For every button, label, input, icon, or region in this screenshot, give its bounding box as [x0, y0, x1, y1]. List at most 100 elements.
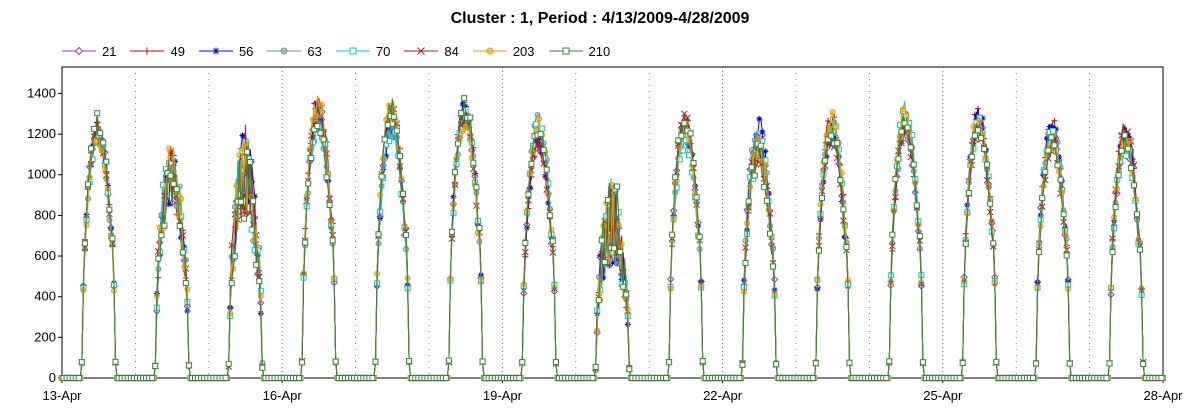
legend-label: 49 — [170, 43, 185, 59]
legend-marker — [212, 47, 220, 55]
data-point — [98, 147, 105, 154]
data-point — [1106, 360, 1113, 367]
data-point — [233, 214, 240, 221]
data-point — [381, 136, 388, 143]
data-point — [86, 173, 93, 180]
data-point — [329, 237, 336, 244]
data-point — [762, 148, 769, 155]
data-point — [1030, 375, 1037, 381]
data-point — [540, 146, 547, 153]
data-point — [773, 361, 780, 368]
data-point — [185, 362, 192, 369]
data-point — [318, 102, 325, 109]
data-point — [170, 159, 177, 167]
data-point — [239, 145, 246, 152]
data-point — [296, 375, 303, 381]
legend-swatch — [472, 47, 507, 55]
chart-title: Cluster : 1, Period : 4/13/2009-4/28/200… — [450, 10, 750, 27]
y-tick-label: 0 — [49, 370, 56, 385]
data-point — [239, 132, 246, 139]
data-point — [770, 263, 777, 270]
data-point — [744, 220, 751, 227]
data-point — [828, 132, 835, 139]
legend-label: 210 — [588, 43, 611, 59]
data-point — [672, 174, 679, 181]
data-point — [326, 201, 333, 208]
data-point — [693, 194, 700, 201]
legend-marker — [486, 47, 494, 55]
data-point — [406, 358, 413, 365]
data-point — [818, 195, 825, 202]
data-point — [739, 361, 746, 368]
data-point — [247, 158, 254, 165]
data-point — [396, 163, 404, 170]
data-point — [240, 215, 247, 222]
data-point — [889, 231, 896, 238]
data-point — [176, 222, 183, 229]
data-point — [312, 113, 319, 120]
data-point — [470, 159, 477, 166]
data-point — [767, 230, 774, 237]
data-point — [895, 155, 902, 162]
data-point — [751, 172, 758, 179]
data-point — [1158, 375, 1165, 381]
data-point — [841, 223, 848, 230]
data-point — [883, 375, 890, 381]
data-point — [75, 375, 82, 381]
data-point — [815, 247, 822, 254]
data-point — [968, 153, 975, 160]
data-point — [609, 259, 616, 266]
data-point — [516, 375, 523, 381]
data-point — [451, 169, 458, 176]
legend-swatch — [130, 47, 165, 55]
series-line-203 — [62, 95, 1163, 379]
data-point — [892, 176, 899, 183]
legend-marker — [280, 47, 288, 55]
data-point — [473, 184, 480, 191]
data-point — [1062, 229, 1069, 236]
y-tick-label: 400 — [34, 289, 56, 304]
data-point — [1121, 132, 1128, 139]
data-point — [742, 244, 749, 251]
data-point — [312, 100, 319, 107]
data-point — [615, 257, 622, 264]
legend-swatch — [267, 47, 302, 55]
legend-item-84: 84 — [404, 44, 459, 59]
data-point — [315, 100, 322, 107]
data-point — [1109, 248, 1116, 255]
data-point — [459, 128, 466, 135]
x-tick-label: 13-Apr — [42, 388, 82, 403]
data-point — [1057, 176, 1064, 183]
data-point — [1056, 153, 1063, 160]
data-point — [94, 110, 101, 117]
data-point — [1066, 360, 1073, 367]
data-point — [1046, 123, 1053, 130]
data-point — [987, 200, 994, 207]
data-point — [525, 191, 532, 198]
data-point — [522, 239, 529, 246]
legend-swatch — [404, 47, 439, 55]
data-point — [1140, 360, 1147, 367]
data-point — [299, 359, 306, 366]
data-point — [320, 136, 327, 143]
data-point — [817, 201, 824, 208]
data-point — [173, 186, 180, 193]
data-point — [1060, 211, 1067, 218]
data-point — [462, 103, 469, 110]
data-point — [903, 112, 910, 119]
data-point — [526, 184, 533, 191]
x-tick-label: 25-Apr — [923, 388, 963, 403]
data-point — [305, 180, 312, 187]
data-point — [762, 162, 769, 169]
data-point — [256, 278, 263, 285]
data-point — [965, 189, 972, 196]
data-point — [152, 362, 159, 369]
data-point — [1118, 147, 1125, 154]
data-point — [458, 110, 465, 117]
data-point — [445, 357, 452, 364]
y-tick-label: 1000 — [27, 167, 56, 182]
data-point — [222, 375, 229, 381]
data-point — [759, 128, 766, 135]
data-point — [317, 129, 324, 136]
data-point — [1042, 168, 1049, 175]
